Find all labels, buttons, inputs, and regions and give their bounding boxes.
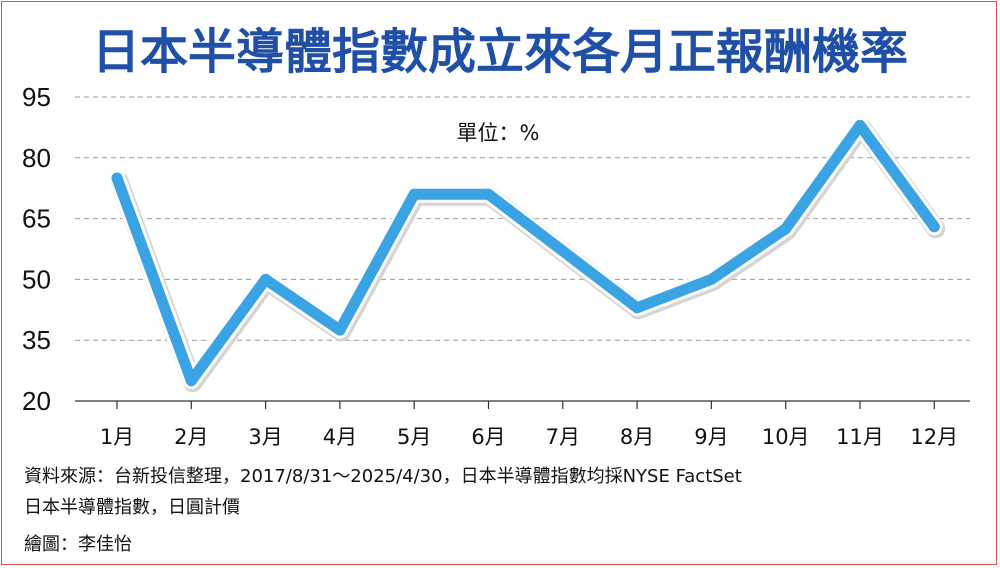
series-layer bbox=[108, 116, 946, 393]
data-point-9 bbox=[705, 273, 717, 285]
x-tick-label: 3月 bbox=[248, 425, 282, 449]
data-point-12 bbox=[928, 221, 940, 233]
y-tick-label: 95 bbox=[22, 82, 51, 112]
drawing-credit: 繪圖：李佳怡 bbox=[24, 534, 132, 555]
x-tick-label: 10月 bbox=[762, 425, 810, 449]
data-point-7 bbox=[557, 245, 569, 257]
x-tick-label: 4月 bbox=[323, 425, 357, 449]
x-tick-label: 7月 bbox=[546, 425, 580, 449]
series-line bbox=[111, 119, 940, 387]
unit-label: 單位：% bbox=[457, 121, 540, 145]
y-tick-label: 80 bbox=[22, 143, 51, 173]
chart-title: 日本半導體指數成立來各月正報酬機率 bbox=[92, 24, 908, 80]
data-point-1 bbox=[111, 172, 123, 184]
series-line-outline bbox=[108, 116, 943, 390]
data-point-6 bbox=[483, 188, 494, 200]
x-tick-label: 2月 bbox=[174, 425, 208, 449]
x-tick-label: 12月 bbox=[910, 425, 958, 449]
x-tick-label: 5月 bbox=[397, 425, 431, 449]
x-tick-label: 6月 bbox=[471, 425, 505, 449]
x-tick-label: 11月 bbox=[836, 425, 884, 449]
x-tick-label: 9月 bbox=[694, 425, 728, 449]
data-point-11 bbox=[854, 119, 866, 131]
y-tick-label: 35 bbox=[22, 325, 51, 355]
data-point-5 bbox=[408, 188, 420, 200]
data-point-10 bbox=[780, 223, 792, 235]
y-tick-label: 65 bbox=[22, 204, 51, 234]
data-point-3 bbox=[260, 273, 272, 285]
data-point-8 bbox=[631, 302, 643, 314]
source-note-line-2: 日本半導體指數，日圓計價 bbox=[24, 497, 240, 518]
y-tick-label: 50 bbox=[22, 264, 51, 294]
series-line-shadow bbox=[109, 117, 946, 393]
y-tick-label: 20 bbox=[22, 386, 51, 416]
source-note-line-1: 資料來源：台新投信整理，2017/8/31～2025/4/30，日本半導體指數均… bbox=[24, 466, 742, 487]
x-tick-label: 8月 bbox=[620, 425, 654, 449]
data-point-4 bbox=[334, 324, 346, 336]
x-tick-label: 1月 bbox=[100, 425, 134, 449]
axis-layer: 95 80 65 50 35 20 1月 2月 3月 4月 5月 6月 7月 8月 9月 10月 11月 12月 bbox=[22, 82, 970, 449]
data-point-2 bbox=[185, 375, 197, 387]
